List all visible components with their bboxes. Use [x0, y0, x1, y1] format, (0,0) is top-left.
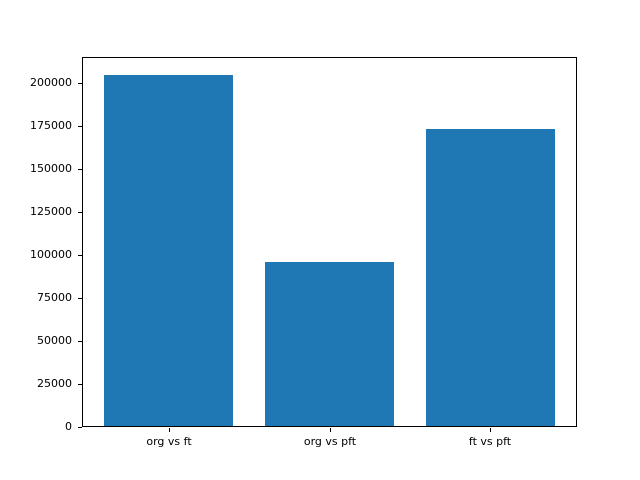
y-axis-tick-label: 175000	[30, 119, 72, 132]
y-axis-tick	[78, 341, 82, 342]
bar-org-vs-ft	[104, 75, 233, 427]
x-axis-tick	[330, 428, 331, 432]
y-axis-tick-label: 125000	[30, 205, 72, 218]
x-axis-tick-label: org vs pft	[303, 435, 357, 448]
x-axis-tick	[490, 428, 491, 432]
y-axis-tick	[78, 126, 82, 127]
bar-org-vs-pft	[265, 262, 394, 427]
y-axis-tick-label: 100000	[30, 248, 72, 261]
x-axis-tick-label: ft vs pft	[468, 435, 512, 448]
plot-area	[82, 57, 577, 427]
y-axis-tick	[78, 255, 82, 256]
y-axis-tick-label: 75000	[37, 291, 72, 304]
y-axis-tick	[78, 384, 82, 385]
y-axis-tick-label: 50000	[37, 334, 72, 347]
y-axis-tick-label: 200000	[30, 76, 72, 89]
x-axis-tick-label: org vs ft	[146, 435, 192, 448]
y-axis-tick	[78, 298, 82, 299]
y-axis-tick	[78, 212, 82, 213]
y-axis-tick	[78, 83, 82, 84]
y-axis-tick-label: 0	[65, 420, 72, 433]
y-axis-tick-label: 25000	[37, 377, 72, 390]
y-axis-tick-label: 150000	[30, 162, 72, 175]
x-axis-tick	[169, 428, 170, 432]
y-axis-tick	[78, 169, 82, 170]
y-axis-tick	[78, 427, 82, 428]
bar-ft-vs-pft	[426, 129, 555, 427]
